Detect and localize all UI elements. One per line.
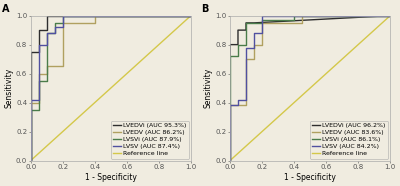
Legend: LVEDVi (AUC 95.3%), LVEDV (AUC 86.2%), LVSVi (AUC 87.9%), LVSV (AUC 87.4%), Refe: LVEDVi (AUC 95.3%), LVEDV (AUC 86.2%), L… <box>111 121 189 159</box>
X-axis label: 1 - Specificity: 1 - Specificity <box>85 173 137 182</box>
Y-axis label: Sensitivity: Sensitivity <box>204 68 212 108</box>
Text: B: B <box>201 4 208 14</box>
Legend: LVEDVi (AUC 96.2%), LVEDV (AUC 83.6%), LVSVi (AUC 86.1%), LVSV (AUC 84.2%), Refe: LVEDVi (AUC 96.2%), LVEDV (AUC 83.6%), L… <box>310 121 388 159</box>
Y-axis label: Sensitivity: Sensitivity <box>4 68 13 108</box>
Text: A: A <box>2 4 9 14</box>
X-axis label: 1 - Specificity: 1 - Specificity <box>284 173 336 182</box>
